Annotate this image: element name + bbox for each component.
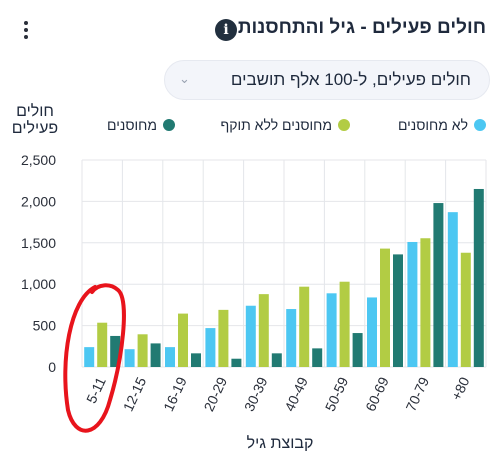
- x-tick-label: 50-59: [322, 374, 352, 413]
- legend-label: לא מחוסנים: [397, 117, 468, 133]
- bar[interactable]: [245, 305, 256, 367]
- bar[interactable]: [312, 348, 323, 367]
- bar[interactable]: [393, 254, 403, 367]
- legend-swatch: [474, 119, 486, 131]
- x-tick-label: 60-69: [362, 374, 392, 413]
- bar[interactable]: [339, 281, 350, 367]
- bar[interactable]: [231, 358, 242, 367]
- bar[interactable]: [205, 328, 216, 367]
- y-tick-label: 1,500: [21, 235, 56, 251]
- bar[interactable]: [271, 353, 282, 367]
- bar[interactable]: [433, 203, 444, 367]
- y-tick-label: 2,000: [21, 193, 56, 209]
- bar[interactable]: [124, 349, 135, 367]
- bar[interactable]: [447, 212, 458, 367]
- x-tick-label: 30-39: [241, 374, 271, 413]
- bar[interactable]: [97, 322, 108, 367]
- y-tick-label: 500: [33, 318, 57, 334]
- bar[interactable]: [150, 343, 161, 367]
- x-tick-label: +80: [448, 374, 473, 402]
- metric-dropdown[interactable]: ⌄ חולים פעילים, ל-100 אלף תושבים: [164, 60, 490, 100]
- bar[interactable]: [110, 335, 121, 367]
- legend-label: מחוסנים: [107, 117, 157, 133]
- bar[interactable]: [286, 309, 297, 367]
- bar[interactable]: [407, 241, 418, 367]
- legend-item-expired: מחוסנים ללא תוקף: [220, 117, 350, 137]
- legend-swatch: [338, 119, 350, 131]
- bar[interactable]: [191, 353, 201, 367]
- header: i חולים פעילים - גיל והתחסנות: [0, 14, 500, 46]
- x-tick-label: 70-79: [402, 374, 432, 413]
- bar[interactable]: [326, 293, 337, 367]
- legend-label: מחוסנים ללא תוקף: [220, 117, 332, 133]
- kebab-menu-icon[interactable]: [18, 18, 34, 42]
- bar[interactable]: [258, 294, 269, 367]
- x-tick-label: 16-19: [160, 374, 190, 413]
- bar[interactable]: [178, 313, 188, 367]
- chevron-down-icon: ⌄: [179, 71, 190, 86]
- bar[interactable]: [218, 309, 229, 367]
- page-title: חולים פעילים - גיל והתחסנות: [237, 17, 486, 38]
- x-tick-label: 5-11: [83, 374, 109, 405]
- legend-swatch: [163, 119, 175, 131]
- legend-item-vaccinated: מחוסנים: [107, 117, 175, 137]
- bar[interactable]: [165, 347, 175, 367]
- y-axis-label: חולים פעילים: [11, 103, 59, 137]
- x-axis-label: קבוצת גיל: [246, 435, 314, 452]
- bar[interactable]: [420, 238, 431, 367]
- y-tick-label: 1,000: [21, 276, 56, 292]
- legend-item-unvaccinated: לא מחוסנים: [398, 117, 486, 137]
- bar[interactable]: [352, 333, 363, 367]
- bar[interactable]: [380, 248, 390, 367]
- bar[interactable]: [84, 347, 95, 367]
- x-tick-label: 40-49: [281, 374, 311, 413]
- bar[interactable]: [137, 334, 148, 367]
- bar[interactable]: [460, 252, 471, 367]
- y-tick-label: 0: [48, 359, 56, 375]
- bar[interactable]: [367, 297, 377, 367]
- y-tick-label: 2,500: [21, 152, 56, 168]
- bar[interactable]: [473, 188, 484, 367]
- dropdown-selected-value: חולים פעילים, ל-100 אלף תושבים: [230, 70, 471, 89]
- bar[interactable]: [299, 286, 310, 367]
- x-tick-label: 20-29: [200, 374, 230, 413]
- x-tick-label: 12-15: [120, 374, 150, 413]
- info-icon[interactable]: i: [215, 19, 237, 41]
